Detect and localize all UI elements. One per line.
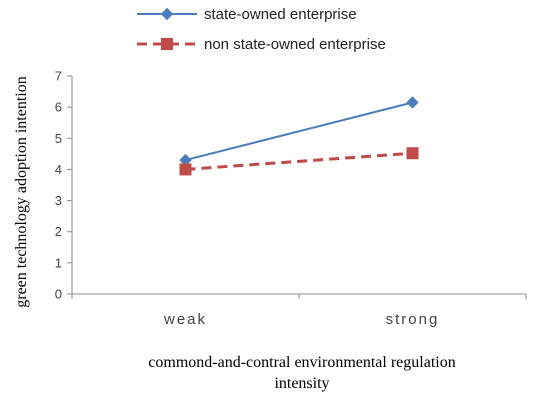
y-tick-label: 6 bbox=[55, 100, 62, 115]
y-axis-title: green technology adoption intention bbox=[13, 76, 30, 308]
y-tick-label: 7 bbox=[55, 69, 62, 84]
series-line bbox=[185, 101, 413, 162]
series-2 bbox=[179, 147, 419, 176]
data-point bbox=[179, 163, 192, 176]
legend-marker bbox=[160, 7, 174, 21]
y-tick-label: 4 bbox=[55, 162, 62, 177]
y-tick-label: 1 bbox=[55, 255, 62, 270]
y-tick-label: 0 bbox=[55, 287, 62, 302]
legend-item-2: non state-owned enterprise bbox=[137, 36, 386, 53]
legend-item-1: state-owned enterprise bbox=[137, 6, 357, 23]
legend-label: non state-owned enterprise bbox=[204, 36, 386, 53]
x-axis-title-line1: commond-and-contral environmental regula… bbox=[148, 354, 455, 371]
y-tick-label: 3 bbox=[55, 193, 62, 208]
x-axis-title-line2: intensity bbox=[274, 375, 329, 392]
legend-label: state-owned enterprise bbox=[204, 6, 357, 23]
series-1 bbox=[179, 96, 419, 167]
plot-area bbox=[179, 96, 419, 176]
x-tick-label: weak bbox=[163, 311, 207, 328]
data-point bbox=[406, 96, 419, 109]
legend: state-owned enterprise non state-owned en… bbox=[137, 6, 386, 53]
series-line bbox=[185, 151, 413, 171]
y-tick-label: 2 bbox=[55, 224, 62, 239]
x-tick-label: strong bbox=[386, 311, 440, 328]
y-tick-label: 5 bbox=[55, 131, 62, 146]
data-point bbox=[406, 147, 419, 160]
axes: 0 1 2 3 4 5 6 7 weak strong bbox=[55, 69, 527, 328]
legend-marker bbox=[161, 38, 173, 50]
